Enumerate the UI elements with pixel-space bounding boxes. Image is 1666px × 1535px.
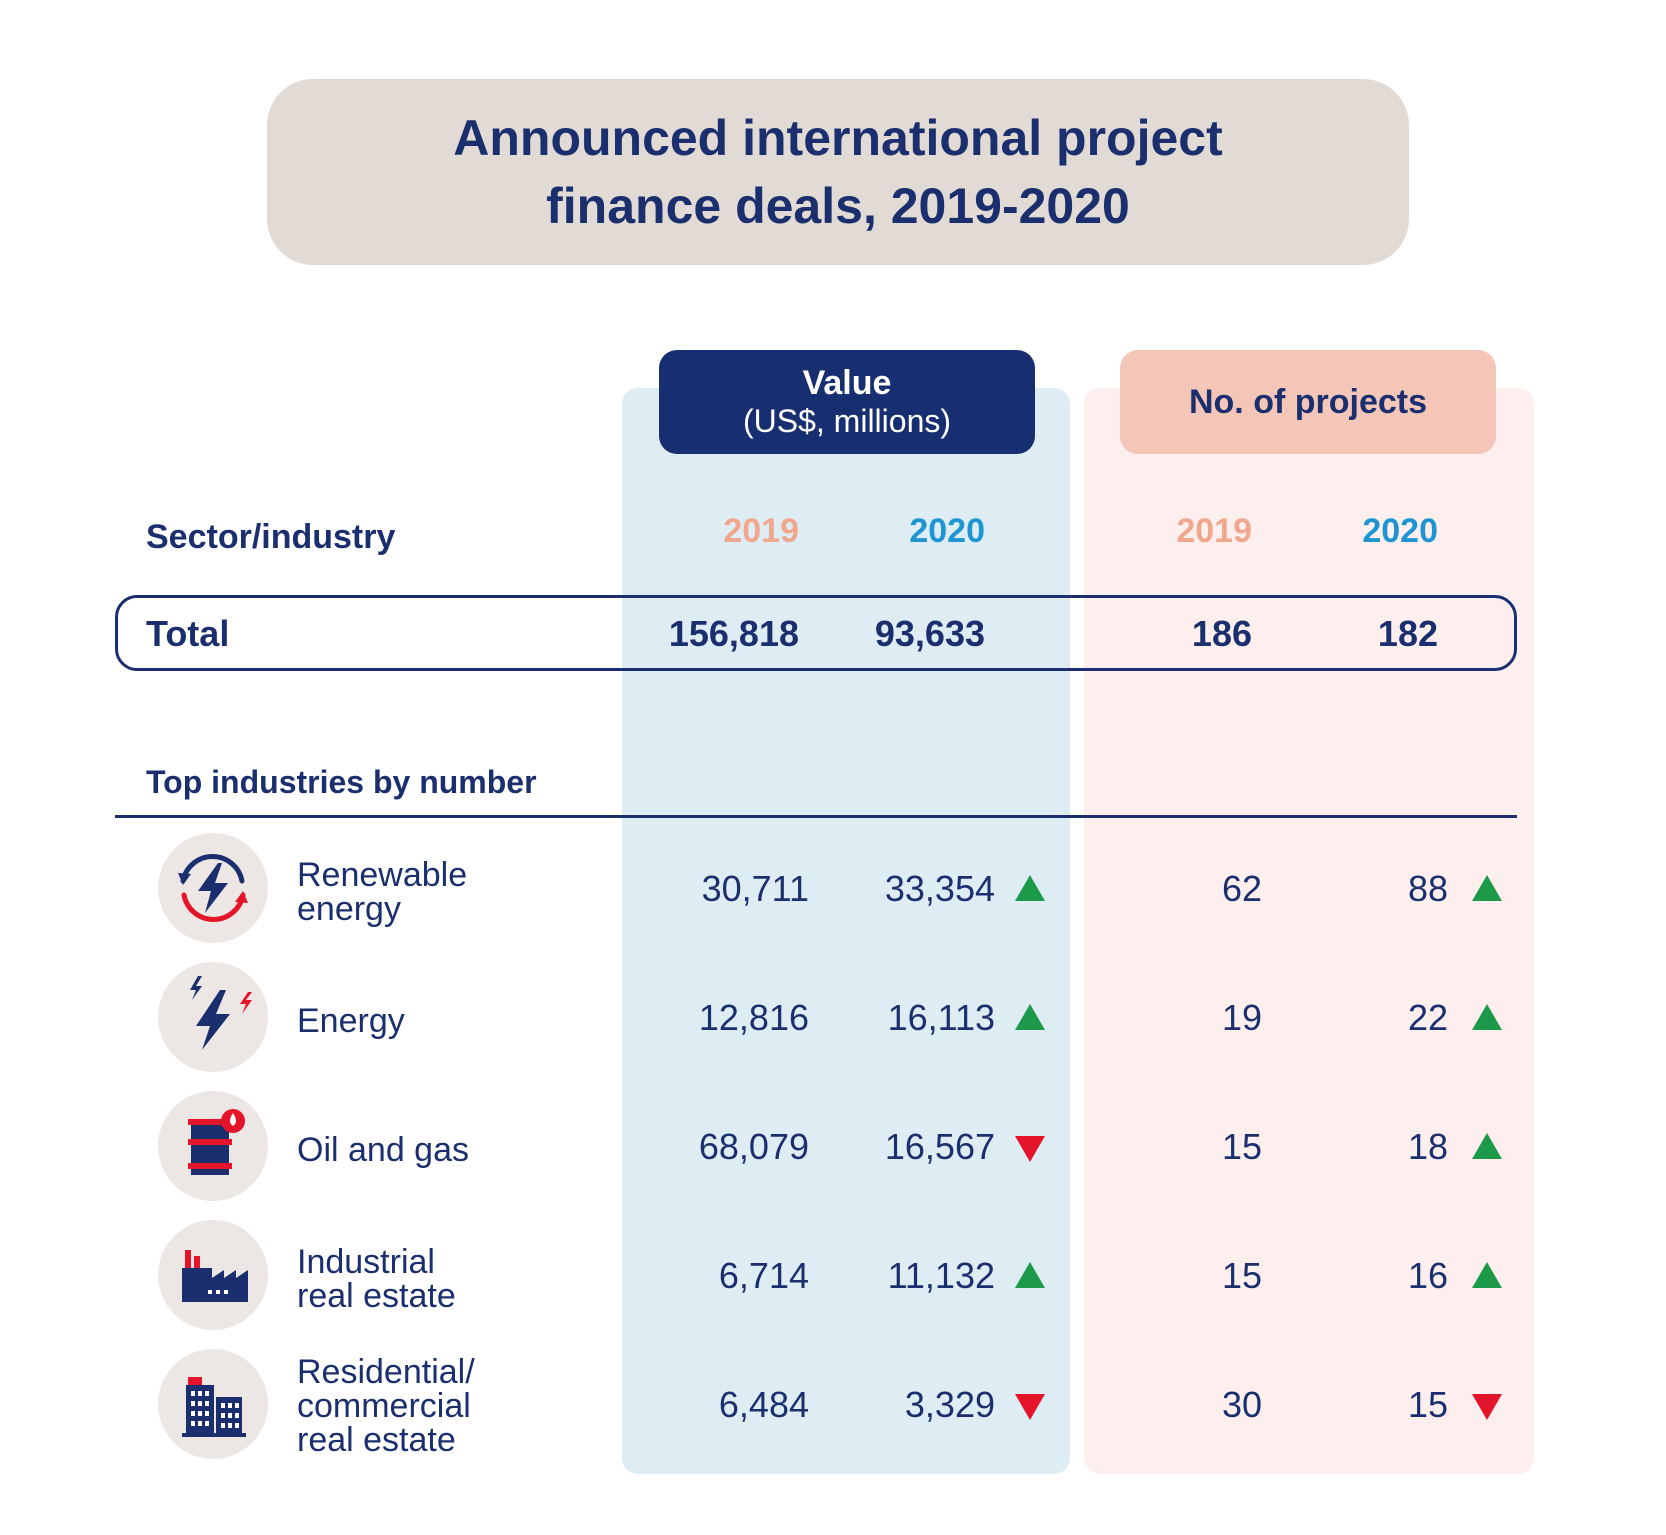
row-label-industrial-real-estate: Industrial real estate [297, 1245, 456, 1313]
cell-projects-2019: 62 [1221, 868, 1262, 909]
total-projects-2020: 182 [1377, 613, 1438, 654]
value-column-header: Value (US$, millions) [659, 350, 1035, 454]
title-line-2: finance deals, 2019-2020 [546, 178, 1130, 234]
cell-value-2019: 30,711 [701, 868, 809, 909]
row-label-line: Energy [297, 1002, 405, 1040]
down-arrow-icon [1015, 1394, 1045, 1420]
sector-industry-label: Sector/industry [146, 518, 396, 556]
projects-year-2020: 2020 [1362, 512, 1438, 550]
up-arrow-icon [1472, 1262, 1502, 1288]
cell-value-2020: 33,354 [884, 868, 995, 909]
down-arrow-icon [1472, 1394, 1502, 1420]
value-year-2020: 2020 [909, 512, 985, 550]
top-industries-label: Top industries by number [146, 764, 537, 800]
renewable-energy-icon [158, 833, 268, 943]
row-label-line: commercial [297, 1387, 471, 1425]
title-box: Announced international project finance … [267, 79, 1409, 265]
chart-title: Announced international project finance … [453, 104, 1222, 240]
energy-lightning-icon [158, 962, 268, 1072]
row-label-line: Industrial [297, 1243, 435, 1281]
total-label: Total [146, 613, 230, 654]
building-icon [158, 1349, 268, 1459]
up-arrow-icon [1015, 875, 1045, 901]
total-value-2020: 93,633 [874, 613, 985, 654]
projects-year-2019: 2019 [1176, 512, 1252, 550]
up-arrow-icon [1472, 875, 1502, 901]
cell-value-2019: 68,079 [698, 1126, 809, 1167]
row-label-residential-commercial: Residential/ commercial real estate [297, 1355, 475, 1457]
cell-value-2020: 16,113 [887, 997, 995, 1038]
total-row-box [115, 595, 1517, 671]
row-label-energy: Energy [297, 1004, 405, 1038]
cell-projects-2020: 15 [1407, 1384, 1448, 1425]
cell-value-2019: 12,816 [698, 997, 809, 1038]
projects-column-header: No. of projects [1120, 350, 1496, 454]
divider-line [115, 815, 1517, 818]
up-arrow-icon [1015, 1004, 1045, 1030]
total-projects-2019: 186 [1191, 613, 1252, 654]
value-header-subtitle: (US$, millions) [742, 403, 952, 439]
up-arrow-icon [1472, 1004, 1502, 1030]
row-label-line: real estate [297, 1421, 456, 1459]
cell-value-2019: 6,484 [718, 1384, 809, 1425]
cell-projects-2019: 19 [1221, 997, 1262, 1038]
projects-column-background [1084, 388, 1534, 1474]
up-arrow-icon [1472, 1133, 1502, 1159]
oil-barrel-icon [158, 1091, 268, 1201]
cell-projects-2020: 18 [1407, 1126, 1448, 1167]
cell-projects-2019: 15 [1221, 1126, 1262, 1167]
row-label-line: Oil and gas [297, 1131, 469, 1169]
down-arrow-icon [1015, 1136, 1045, 1162]
title-line-1: Announced international project [453, 110, 1223, 166]
row-label-line: real estate [297, 1277, 456, 1315]
factory-icon [158, 1220, 268, 1330]
row-label-line: Residential/ [297, 1353, 475, 1391]
cell-value-2020: 16,567 [884, 1126, 995, 1167]
total-value-2019: 156,818 [668, 613, 799, 654]
cell-value-2020: 11,132 [887, 1255, 995, 1296]
value-header-title: Value [802, 364, 892, 402]
up-arrow-icon [1015, 1262, 1045, 1288]
cell-projects-2020: 22 [1407, 997, 1448, 1038]
row-label-line: energy [297, 890, 401, 928]
value-column-background [622, 388, 1070, 1474]
cell-projects-2020: 88 [1407, 868, 1448, 909]
row-label-oil-and-gas: Oil and gas [297, 1133, 469, 1167]
cell-value-2019: 6,714 [718, 1255, 809, 1296]
row-label-renewable-energy: Renewable energy [297, 858, 467, 926]
value-year-2019: 2019 [723, 512, 799, 550]
cell-projects-2019: 15 [1221, 1255, 1262, 1296]
row-label-line: Renewable [297, 856, 468, 894]
cell-value-2020: 3,329 [904, 1384, 995, 1425]
cell-projects-2019: 30 [1221, 1384, 1262, 1425]
cell-projects-2020: 16 [1407, 1255, 1448, 1296]
